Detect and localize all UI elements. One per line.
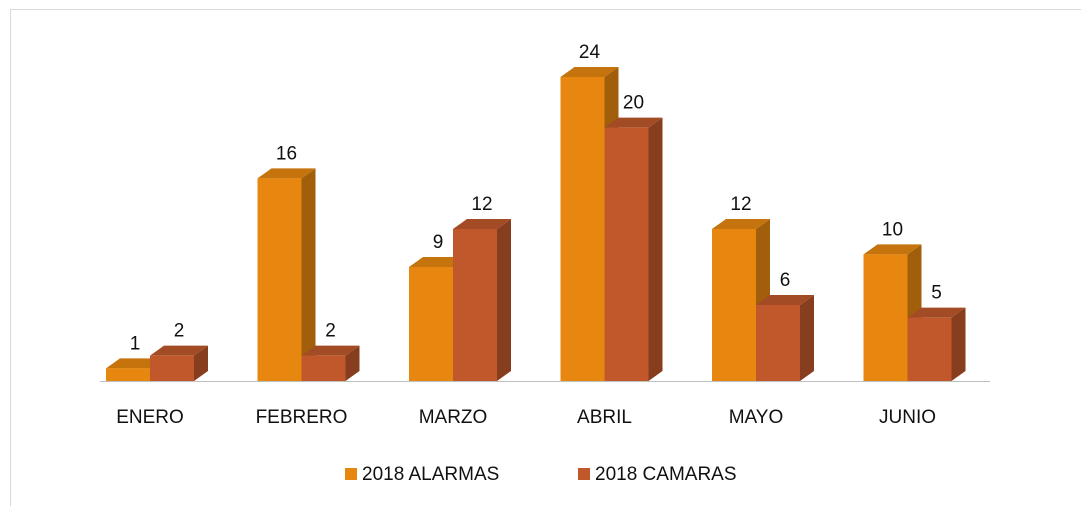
bar-front bbox=[712, 229, 756, 381]
data-label: 5 bbox=[931, 283, 942, 304]
x-tick-label: ABRIL bbox=[577, 407, 632, 428]
x-tick-label: MAYO bbox=[729, 407, 784, 428]
x-tick-label: ENERO bbox=[116, 407, 184, 428]
bar-front bbox=[106, 368, 150, 381]
data-label: 24 bbox=[579, 42, 601, 63]
data-label: 12 bbox=[730, 194, 751, 215]
legend-swatch bbox=[578, 468, 590, 480]
bar-front bbox=[150, 356, 194, 381]
data-label: 1 bbox=[130, 333, 141, 354]
bar bbox=[302, 346, 360, 381]
bar bbox=[908, 308, 966, 381]
bar bbox=[150, 346, 208, 381]
data-label: 16 bbox=[276, 143, 297, 164]
data-label: 6 bbox=[780, 270, 791, 291]
bar-front bbox=[864, 254, 908, 381]
data-label: 9 bbox=[433, 232, 444, 253]
bar bbox=[453, 219, 511, 381]
data-label: 10 bbox=[882, 219, 903, 240]
legend-label: 2018 CAMARAS bbox=[595, 464, 737, 485]
bar-front bbox=[258, 178, 302, 381]
x-tick-label: MARZO bbox=[419, 407, 488, 428]
bar-side bbox=[800, 295, 814, 381]
bar-front bbox=[409, 267, 453, 381]
bar bbox=[756, 295, 814, 381]
bar-side bbox=[952, 308, 966, 381]
bar-front bbox=[908, 318, 952, 381]
bar-front bbox=[561, 77, 605, 381]
data-label: 20 bbox=[623, 93, 644, 114]
bar-side bbox=[649, 118, 663, 381]
legend-swatch bbox=[345, 468, 357, 480]
data-label: 2 bbox=[325, 321, 336, 342]
bar bbox=[258, 168, 316, 381]
bar bbox=[605, 118, 663, 381]
bar-front bbox=[756, 305, 800, 381]
bar-front bbox=[453, 229, 497, 381]
x-tick-label: JUNIO bbox=[879, 407, 936, 428]
bar-front bbox=[605, 128, 649, 381]
legend-label: 2018 ALARMAS bbox=[362, 464, 499, 485]
data-label: 12 bbox=[471, 194, 492, 215]
bar-side bbox=[497, 219, 511, 381]
bar-front bbox=[302, 356, 346, 381]
data-label: 2 bbox=[174, 321, 185, 342]
x-tick-label: FEBRERO bbox=[256, 407, 348, 428]
